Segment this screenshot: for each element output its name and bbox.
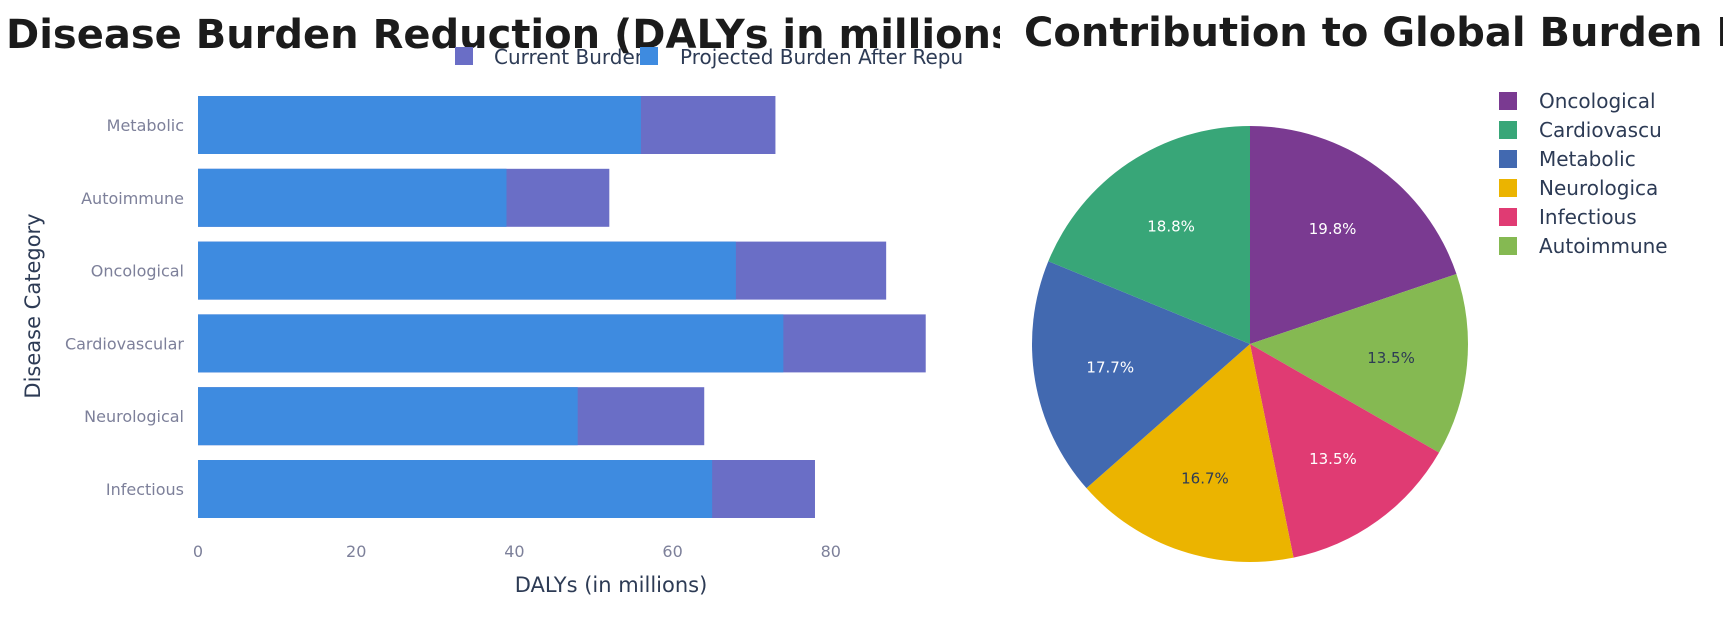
- bar-projected-oncological: [198, 241, 736, 300]
- pie-legend-label: Metabolic: [1539, 147, 1636, 171]
- bar-projected-infectious: [198, 460, 713, 518]
- pie-chart-legend: Oncological Cardiovascu Metabolic Neurologi…: [1499, 89, 1668, 258]
- y-tick-label: Cardiovascular: [65, 334, 184, 353]
- pie-legend-label: Neurologica: [1539, 176, 1658, 200]
- pie-legend-swatch: [1499, 208, 1517, 226]
- x-tick-label: 40: [504, 542, 524, 561]
- pie-legend-label: Autoimmune: [1539, 234, 1668, 258]
- pie-legend-label: Cardiovascu: [1539, 118, 1662, 142]
- bar-chart-title: Disease Burden Reduction (DALYs in milli…: [6, 12, 1000, 58]
- bar-projected-neurological: [198, 387, 578, 446]
- pie-slice-metabolic: [1031, 261, 1250, 489]
- pie-chart-title: Contribution to Global Burden R: [1024, 10, 1723, 56]
- pie-slice-neurological: [1086, 344, 1294, 562]
- pie-chart-labels: 19.8% 13.5% 13.5% 16.7% 17.7% 18.8%: [1086, 217, 1414, 487]
- pie-slice-cardiovascular: [1048, 126, 1250, 344]
- pie-legend-swatch: [1499, 121, 1517, 139]
- pie-slice-label: 17.7%: [1086, 358, 1134, 376]
- legend-swatch: [640, 47, 658, 65]
- bar-chart-y-ticks: Infectious Neurological Cardiovascular Onco…: [65, 116, 184, 499]
- pie-legend-label: Oncological: [1539, 89, 1656, 113]
- x-tick-label: 80: [821, 542, 841, 561]
- legend-swatch: [455, 47, 473, 65]
- legend-label: Current Burden: [494, 45, 647, 69]
- pie-legend-label: Infectious: [1539, 205, 1637, 229]
- y-tick-label: Metabolic: [107, 116, 184, 135]
- bar-chart-legend: Current Burden Projected Burden After Rep…: [455, 45, 963, 69]
- pie-slice-label: 16.7%: [1181, 469, 1229, 487]
- x-tick-label: 20: [346, 542, 366, 561]
- pie-legend-swatch: [1499, 92, 1517, 110]
- pie-slice-label: 13.5%: [1309, 450, 1357, 468]
- pie-slice-oncological: [1250, 126, 1457, 344]
- x-tick-label: 0: [193, 542, 203, 561]
- pie-slice-infectious: [1250, 344, 1440, 558]
- bar-chart: Disease Burden Reduction (DALYs in milli…: [6, 12, 1000, 597]
- bar-chart-x-ticks: 0 20 40 60 80: [193, 542, 841, 561]
- pie-slice-autoimmune: [1250, 274, 1468, 453]
- pie-legend-swatch: [1499, 150, 1517, 168]
- y-tick-label: Autoimmune: [81, 189, 184, 208]
- pie-slice-label: 13.5%: [1367, 349, 1415, 367]
- y-tick-label: Oncological: [91, 262, 184, 281]
- x-tick-label: 60: [662, 542, 682, 561]
- legend-label: Projected Burden After Repu: [680, 45, 963, 69]
- pie-legend-swatch: [1499, 237, 1517, 255]
- pie-slice-label: 18.8%: [1147, 217, 1195, 235]
- bar-projected-metabolic: [198, 96, 641, 154]
- pie-chart-slices: [1031, 126, 1468, 562]
- pie-slice-label: 19.8%: [1309, 220, 1357, 238]
- y-tick-label: Infectious: [106, 480, 184, 499]
- bar-projected-autoimmune: [198, 168, 507, 227]
- bar-projected-cardiovascular: [198, 314, 784, 373]
- y-tick-label: Neurological: [84, 407, 184, 426]
- y-axis-title: Disease Category: [21, 213, 45, 398]
- bar-chart-plot: [198, 96, 926, 518]
- pie-legend-swatch: [1499, 179, 1517, 197]
- x-axis-title: DALYs (in millions): [515, 573, 708, 597]
